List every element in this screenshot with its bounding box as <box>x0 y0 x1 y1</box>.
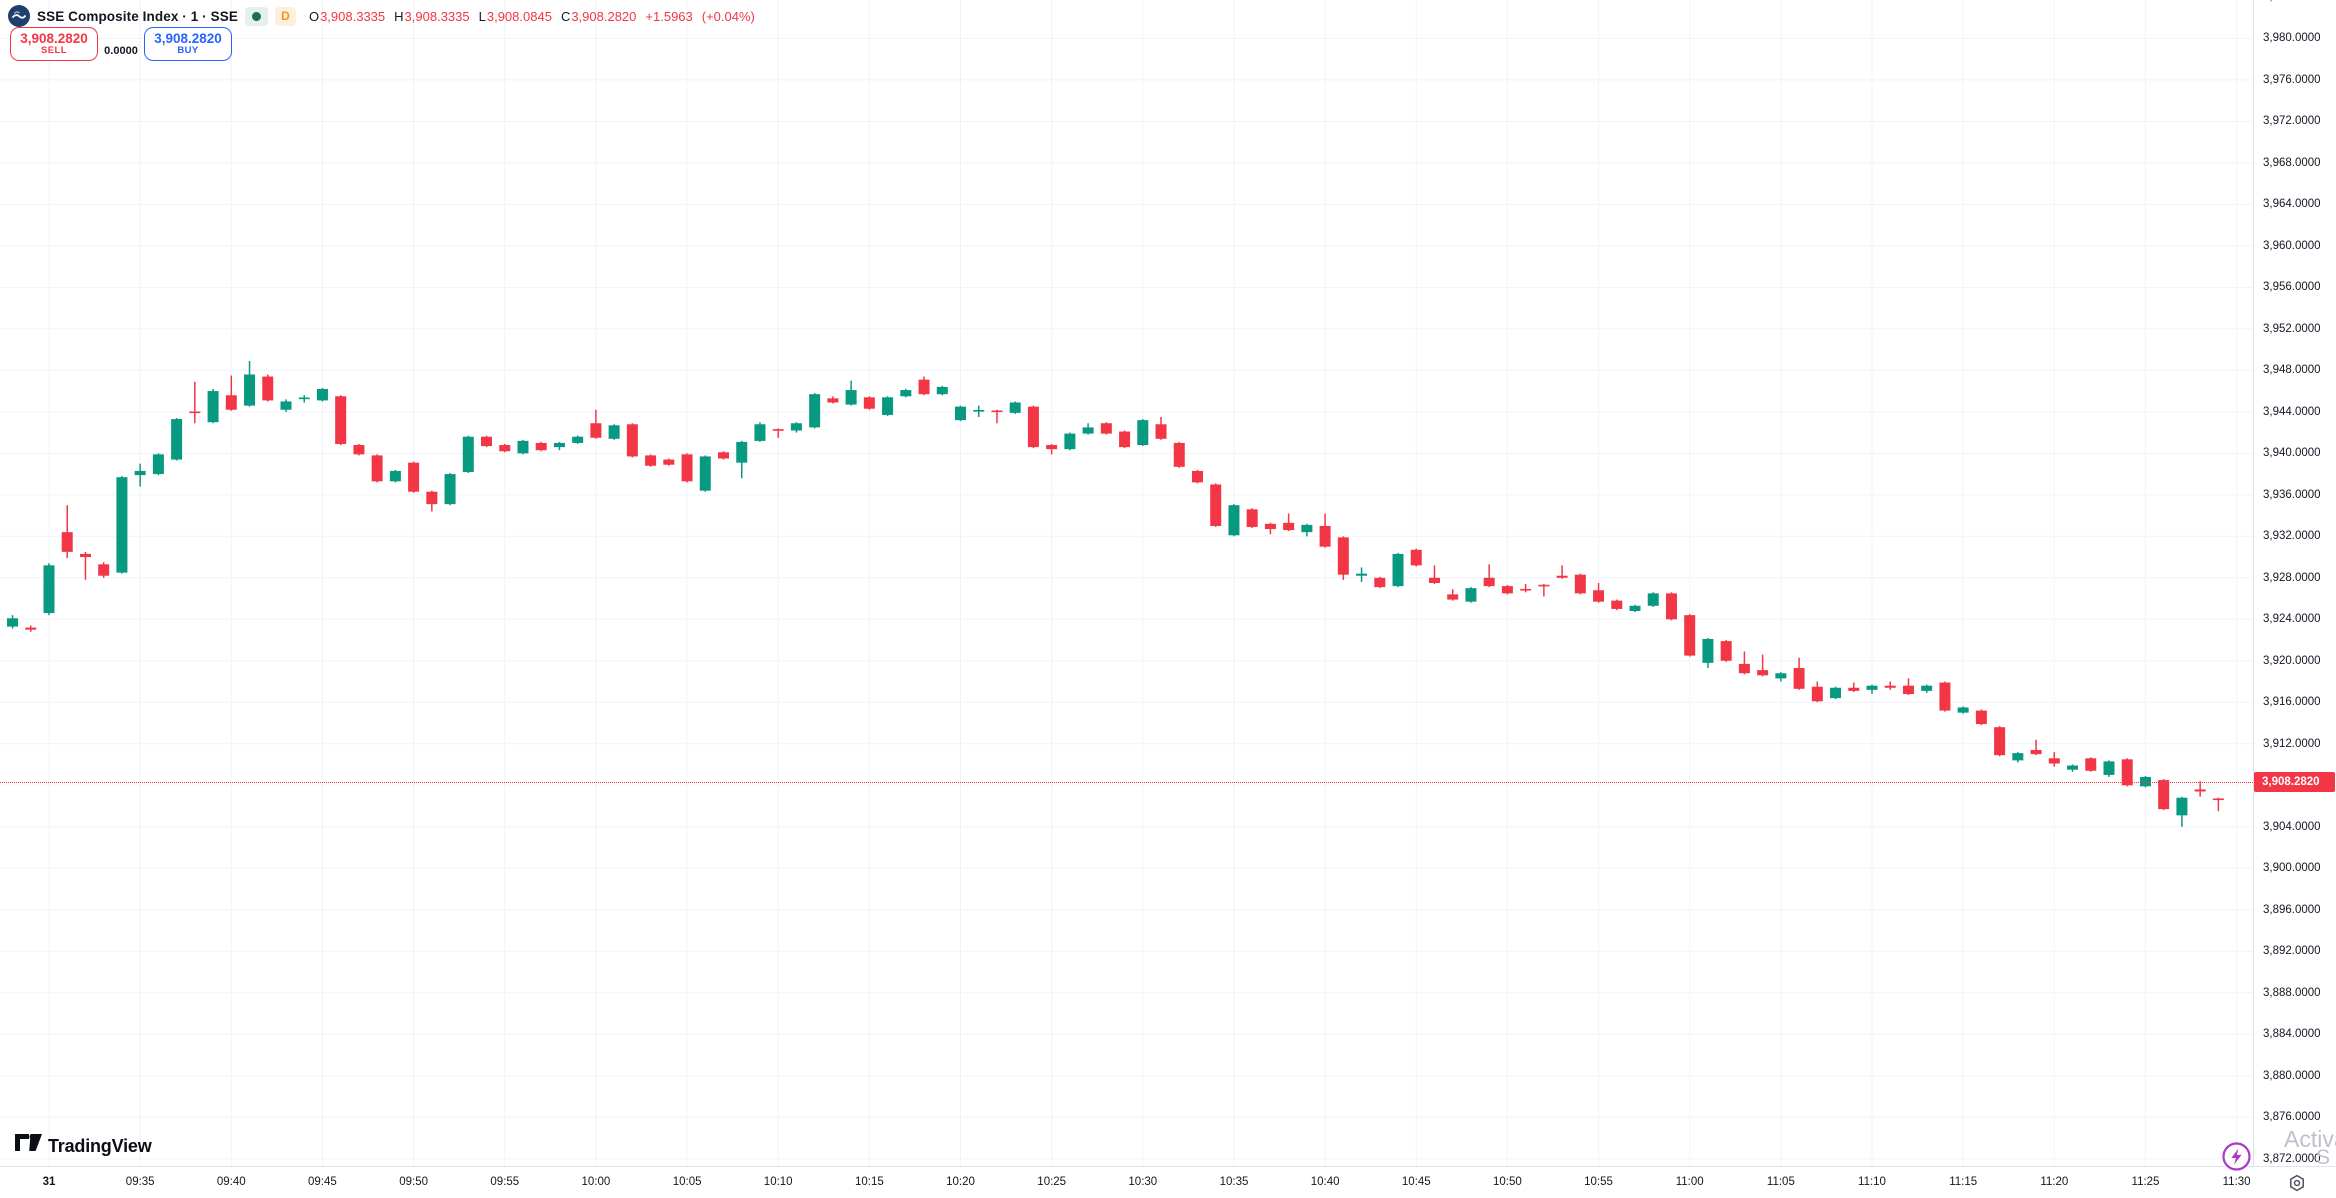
price-axis-label: 3,948.0000 <box>2263 364 2321 377</box>
price-axis-label: 3,960.0000 <box>2263 239 2321 252</box>
price-axis-label: 3,920.0000 <box>2263 654 2321 667</box>
tradingview-mark-icon <box>15 1134 42 1158</box>
time-axis-label: 31 <box>42 1176 56 1188</box>
ohlc-readout: O 3,908.3335 H 3,908.3335 L 3,908.0845 C 3,9… <box>309 9 755 24</box>
time-axis-label: 10:00 <box>581 1176 611 1188</box>
change-percent: (+0.04%) <box>701 8 755 24</box>
change-value: +1.5963 <box>645 8 693 24</box>
current-price-label: 3,908.2820 <box>2254 772 2335 793</box>
time-axis-label: 09:40 <box>216 1176 246 1188</box>
open-label: O <box>308 8 320 24</box>
price-axis-label: 3,936.0000 <box>2263 488 2321 501</box>
current-price-text: 3,908.2820 <box>2262 776 2320 789</box>
price-axis-label: 3,888.0000 <box>2263 986 2321 999</box>
time-axis-label: 10:50 <box>1493 1176 1522 1188</box>
price-axis-label: 3,912.0000 <box>2263 737 2321 750</box>
activate-watermark-line2: S <box>2316 1146 2331 1169</box>
price-axis-label: 3,880.0000 <box>2263 1069 2321 1082</box>
time-axis-label: 10:25 <box>1037 1176 1067 1188</box>
symbol-title[interactable]: SSE Composite Index · 1 · SSE <box>37 8 238 24</box>
open-value: 3,908.3335 <box>320 8 386 24</box>
price-axis-label: 3,932.0000 <box>2263 530 2321 543</box>
activate-watermark-line1: Activa <box>2284 1126 2336 1152</box>
time-axis-label: 10:15 <box>855 1176 884 1188</box>
symbol-header: SSE Composite Index · 1 · SSE D O 3,908.3… <box>8 3 755 29</box>
price-axis-label: 3,968.0000 <box>2263 156 2321 169</box>
symbol-logo-icon[interactable] <box>8 5 30 27</box>
time-axis-label: 10:55 <box>1584 1176 1613 1188</box>
time-axis-label: 11:20 <box>2040 1176 2069 1188</box>
time-axis-label: 11:00 <box>1675 1176 1704 1188</box>
close-label: C <box>560 8 571 24</box>
price-axis-label: 3,972.0000 <box>2263 115 2321 128</box>
price-axis-label: 3,944.0000 <box>2263 405 2321 418</box>
market-open-dot-icon <box>251 11 261 21</box>
price-axis-label: 3,964.0000 <box>2263 198 2321 211</box>
time-axis-label: 11:10 <box>1858 1176 1886 1188</box>
price-axis-label: 3,896.0000 <box>2263 903 2321 916</box>
candlestick-chart[interactable] <box>0 0 2253 1166</box>
time-axis-label: 10:40 <box>1310 1176 1340 1188</box>
price-axis-label: 3,924.0000 <box>2263 613 2321 626</box>
price-axis-label: 3,952.0000 <box>2263 322 2321 335</box>
time-axis-label: 10:35 <box>1219 1176 1249 1188</box>
time-axis-label: 09:45 <box>308 1176 337 1188</box>
low-label: L <box>478 8 486 24</box>
price-axis-label: 3,904.0000 <box>2263 820 2321 833</box>
time-axis-label: 11:30 <box>2222 1176 2251 1188</box>
time-axis-label: 10:05 <box>672 1176 702 1188</box>
time-axis-label: 11:25 <box>2131 1176 2160 1188</box>
axis-settings-gear-icon[interactable] <box>2288 1174 2306 1197</box>
current-price-line <box>0 782 2253 784</box>
price-axis-label: 3,940.0000 <box>2263 447 2321 460</box>
time-axis[interactable]: 31 09:35 09:40 09:45 09:50 09:55 10:00 10:05 10:… <box>0 1166 2336 1198</box>
low-value: 3,908.0845 <box>486 8 552 24</box>
time-axis-label: 11:15 <box>1949 1176 1978 1188</box>
price-axis-label: 3,900.0000 <box>2263 862 2321 875</box>
price-axis-label: 3,928.0000 <box>2263 571 2321 584</box>
price-axis-label: 3,872.0000 <box>2263 1152 2321 1165</box>
close-value: 3,908.2820 <box>571 8 637 24</box>
sell-label: SELL <box>41 45 67 57</box>
buy-button[interactable]: 3,908.2820 BUY <box>144 27 232 61</box>
buy-label: BUY <box>177 45 199 57</box>
instant-order-lightning-icon[interactable] <box>2221 1141 2252 1177</box>
high-value: 3,908.3335 <box>404 8 470 24</box>
spread-value: 0.0000 <box>104 45 138 57</box>
market-status-icon[interactable] <box>244 6 268 26</box>
time-axis-label: 11:05 <box>1766 1176 1795 1188</box>
price-axis-label: 3,984.0000 <box>2263 0 2321 4</box>
time-axis-label: 10:45 <box>1401 1176 1431 1188</box>
price-axis-label: 3,956.0000 <box>2263 281 2321 294</box>
time-axis-label: 10:30 <box>1128 1176 1158 1188</box>
price-axis[interactable]: 3,984.0000 3,980.0000 3,976.0000 3,972.0000… <box>2253 0 2336 1166</box>
time-axis-label: 10:10 <box>763 1176 793 1188</box>
sell-button[interactable]: 3,908.2820 SELL <box>10 27 98 61</box>
tradingview-wordmark: TradingView <box>48 1135 152 1156</box>
price-axis-label: 3,892.0000 <box>2263 945 2321 958</box>
price-axis-label: 3,980.0000 <box>2263 32 2321 45</box>
buy-price: 3,908.2820 <box>154 30 222 46</box>
timeframe-badge[interactable]: D <box>274 6 296 26</box>
time-axis-label: 09:50 <box>399 1176 428 1188</box>
trade-panel: 3,908.2820 SELL 0.0000 3,908.2820 BUY <box>10 27 232 61</box>
price-axis-label: 3,876.0000 <box>2263 1111 2321 1124</box>
price-axis-label: 3,884.0000 <box>2263 1028 2321 1041</box>
time-axis-label: 09:35 <box>125 1176 155 1188</box>
sell-price: 3,908.2820 <box>20 30 88 46</box>
time-axis-label: 10:20 <box>946 1176 975 1188</box>
high-label: H <box>394 8 404 24</box>
tradingview-logo[interactable]: TradingView <box>15 1134 152 1158</box>
time-axis-label: 09:55 <box>490 1176 520 1188</box>
price-axis-label: 3,916.0000 <box>2263 696 2321 709</box>
price-axis-label: 3,976.0000 <box>2263 73 2321 86</box>
